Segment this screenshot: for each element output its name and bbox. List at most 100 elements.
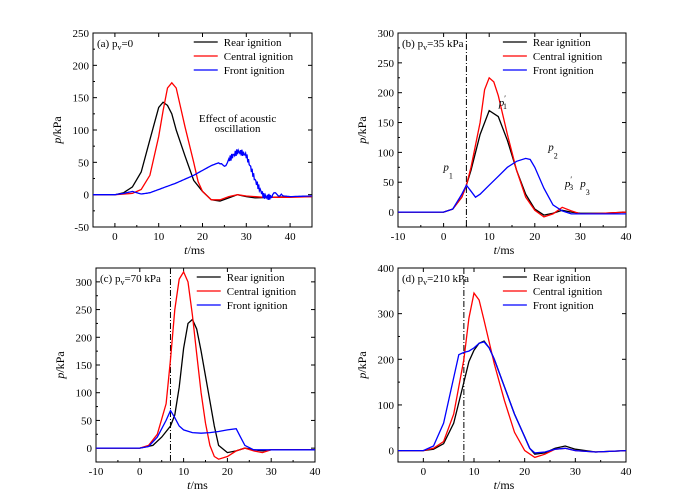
legend-label-3: Front ignition	[224, 65, 285, 77]
x-axis-label: t/ms	[494, 478, 515, 492]
series-line-3	[96, 409, 315, 451]
panel-label-suffix: =70 kPa	[124, 273, 161, 285]
x-tick-label: -10	[391, 231, 406, 243]
point-label-main: p	[564, 178, 571, 190]
panel-label-sub: v	[423, 278, 427, 287]
annotation-2: oscillation	[215, 123, 261, 135]
legend-label-1: Rear ignition	[224, 37, 282, 49]
y-axis-label-unit: /kPa	[50, 116, 64, 138]
legend-label-2: Central ignition	[224, 51, 294, 63]
y-tick-label: 100	[378, 147, 395, 159]
legend-label-1: Rear ignition	[533, 272, 591, 284]
x-tick-label: 30	[575, 231, 587, 243]
series-line-3	[398, 341, 626, 454]
series-group	[96, 270, 315, 460]
legend-label-2: Central ignition	[533, 286, 603, 298]
series-line-1	[398, 340, 626, 455]
y-axis-label-unit: /kPa	[355, 116, 369, 138]
y-axis-label-unit: /kPa	[53, 351, 67, 373]
x-tick-label: 20	[197, 231, 209, 243]
chart-panel-2: -10 0 10 20 30 40 0 50 100 150 200 250 300 t/ms p/kPa (…	[355, 28, 632, 257]
panel-label-sub: v	[117, 43, 121, 52]
x-axis-label: t/ms	[184, 243, 205, 257]
y-tick-label: 50	[81, 415, 93, 427]
x-axis-label-main: t	[494, 478, 498, 492]
panel-label-main: (a) p	[97, 38, 118, 50]
x-tick-label: 0	[421, 466, 427, 478]
panel-label: (d) pv=210 kPa	[402, 273, 469, 287]
x-tick-label: 0	[441, 231, 447, 243]
y-tick-label: 0	[84, 190, 90, 202]
y-tick-label: 50	[78, 157, 90, 169]
series-line-3	[398, 157, 626, 215]
y-tick-label: 200	[73, 60, 90, 72]
x-tick-label: -10	[89, 466, 104, 478]
x-axis-label-unit: /ms	[188, 243, 206, 257]
y-axis-label: p/kPa	[355, 351, 369, 380]
point-label-sup: ′	[504, 94, 506, 103]
x-tick-label: 20	[519, 466, 531, 478]
point-label-main: p	[498, 97, 505, 109]
y-tick-label: 300	[378, 309, 395, 321]
panel-label: (c) pv=70 kPa	[100, 273, 161, 287]
point-label-1: p1	[442, 161, 453, 180]
y-tick-label: 100	[76, 388, 93, 400]
y-tick-label: 250	[76, 305, 93, 317]
point-label-3: p′ 1	[498, 94, 507, 111]
y-tick-label: 200	[76, 332, 93, 344]
annotation-1: Effect of acoustic	[199, 113, 276, 125]
plot-frame	[397, 267, 627, 463]
y-tick-label: 150	[76, 360, 93, 372]
legend-label-2: Central ignition	[533, 51, 603, 63]
chart-panel-3: -10 0 10 20 30 40 0 50 100 150 200 250 300 t/ms p/kPa (…	[53, 267, 321, 492]
y-tick-label: 100	[73, 125, 90, 137]
y-tick-label: 0	[389, 207, 395, 219]
panel-label-suffix: =0	[121, 38, 133, 50]
x-axis-label-main: t	[184, 243, 188, 257]
point-label-sub: 3	[569, 183, 573, 192]
series-line-2	[398, 291, 626, 459]
x-tick-label: 10	[484, 231, 496, 243]
x-axis-label-unit: /ms	[497, 478, 515, 492]
x-tick-label: 30	[241, 231, 253, 243]
x-axis-label-main: t	[187, 478, 191, 492]
point-label-4: p′ 3	[564, 175, 573, 192]
point-label-main: p	[442, 161, 449, 173]
y-tick-label: 400	[378, 263, 395, 275]
point-label-2: p2	[547, 142, 558, 161]
y-tick-label: 0	[389, 446, 395, 458]
panel-label-suffix: =35 kPa	[427, 38, 464, 50]
x-tick-label: 20	[222, 466, 234, 478]
panel-label-sub: v	[120, 278, 124, 287]
series-line-2	[398, 76, 626, 218]
y-tick-label: 0	[87, 443, 93, 455]
panel-label: (b) pv=35 kPa	[402, 38, 464, 52]
x-tick-label: 10	[178, 466, 190, 478]
x-tick-label: 0	[112, 231, 118, 243]
y-tick-label: 200	[378, 88, 395, 100]
y-tick-label: 100	[378, 400, 395, 412]
y-tick-label: 200	[378, 354, 395, 366]
y-axis-label-main: p	[355, 373, 369, 380]
panel-label-main: (c) p	[100, 273, 121, 285]
series-group	[398, 76, 626, 218]
legend-label-2: Central ignition	[227, 286, 297, 298]
x-tick-label: 40	[285, 231, 297, 243]
x-tick-label: 10	[153, 231, 165, 243]
y-tick-label: 250	[378, 58, 395, 70]
panel-label-main: (d) p	[402, 273, 424, 285]
x-tick-label: 30	[266, 466, 278, 478]
x-tick-label: 30	[570, 466, 582, 478]
series-group	[93, 81, 312, 202]
point-label-main: p	[547, 142, 554, 154]
y-axis-label: p/kPa	[355, 116, 369, 145]
legend-label-3: Front ignition	[533, 300, 594, 312]
legend-label-1: Rear ignition	[227, 272, 285, 284]
y-axis-label-unit: /kPa	[355, 351, 369, 373]
panel-label-main: (b) p	[402, 38, 424, 50]
x-tick-label: 10	[469, 466, 481, 478]
y-axis-label: p/kPa	[53, 351, 67, 380]
legend-label-3: Front ignition	[533, 65, 594, 77]
point-label-main: p	[579, 178, 586, 190]
